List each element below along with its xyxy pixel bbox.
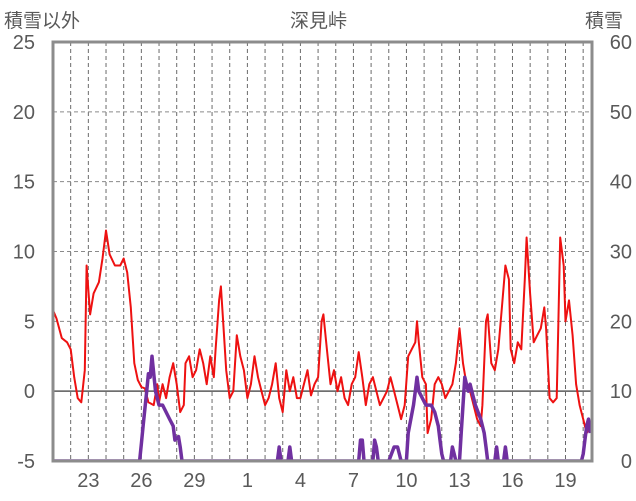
x-tick-label: 7 xyxy=(348,470,359,492)
plot-border xyxy=(51,40,594,463)
y-left-tick-label: 5 xyxy=(24,311,35,333)
y-left-tick-label: 0 xyxy=(24,381,35,403)
series-line-0 xyxy=(53,229,592,435)
x-tick-label: 16 xyxy=(501,470,523,492)
x-tick-label: 4 xyxy=(295,470,306,492)
y-right-tick-label: 40 xyxy=(610,172,632,194)
y-right-tick-label: 0 xyxy=(621,451,632,473)
y-left-tick-label: 15 xyxy=(13,172,35,194)
x-tick-label: 10 xyxy=(395,470,417,492)
y-right-tick-label: 20 xyxy=(610,311,632,333)
right-axis-title: 積雪 xyxy=(585,10,624,32)
x-tick-label: 19 xyxy=(554,470,576,492)
x-tick-label: 29 xyxy=(183,470,205,492)
y-left-tick-label: 20 xyxy=(13,102,35,124)
x-tick-label: 26 xyxy=(130,470,152,492)
y-left-tick-label: 25 xyxy=(13,32,35,54)
chart-title: 深見峠 xyxy=(290,10,348,32)
x-tick-label: 1 xyxy=(242,470,253,492)
series-line-1 xyxy=(53,354,592,461)
x-tick-label: 13 xyxy=(448,470,470,492)
y-right-tick-label: 60 xyxy=(610,32,632,54)
y-left-tick-label: -5 xyxy=(17,451,35,473)
left-axis-title: 積雪以外 xyxy=(4,10,81,32)
x-tick-label: 23 xyxy=(77,470,99,492)
y-right-tick-label: 10 xyxy=(610,381,632,403)
y-right-tick-label: 30 xyxy=(610,242,632,264)
y-left-tick-label: 10 xyxy=(13,242,35,264)
y-right-tick-label: 50 xyxy=(610,102,632,124)
